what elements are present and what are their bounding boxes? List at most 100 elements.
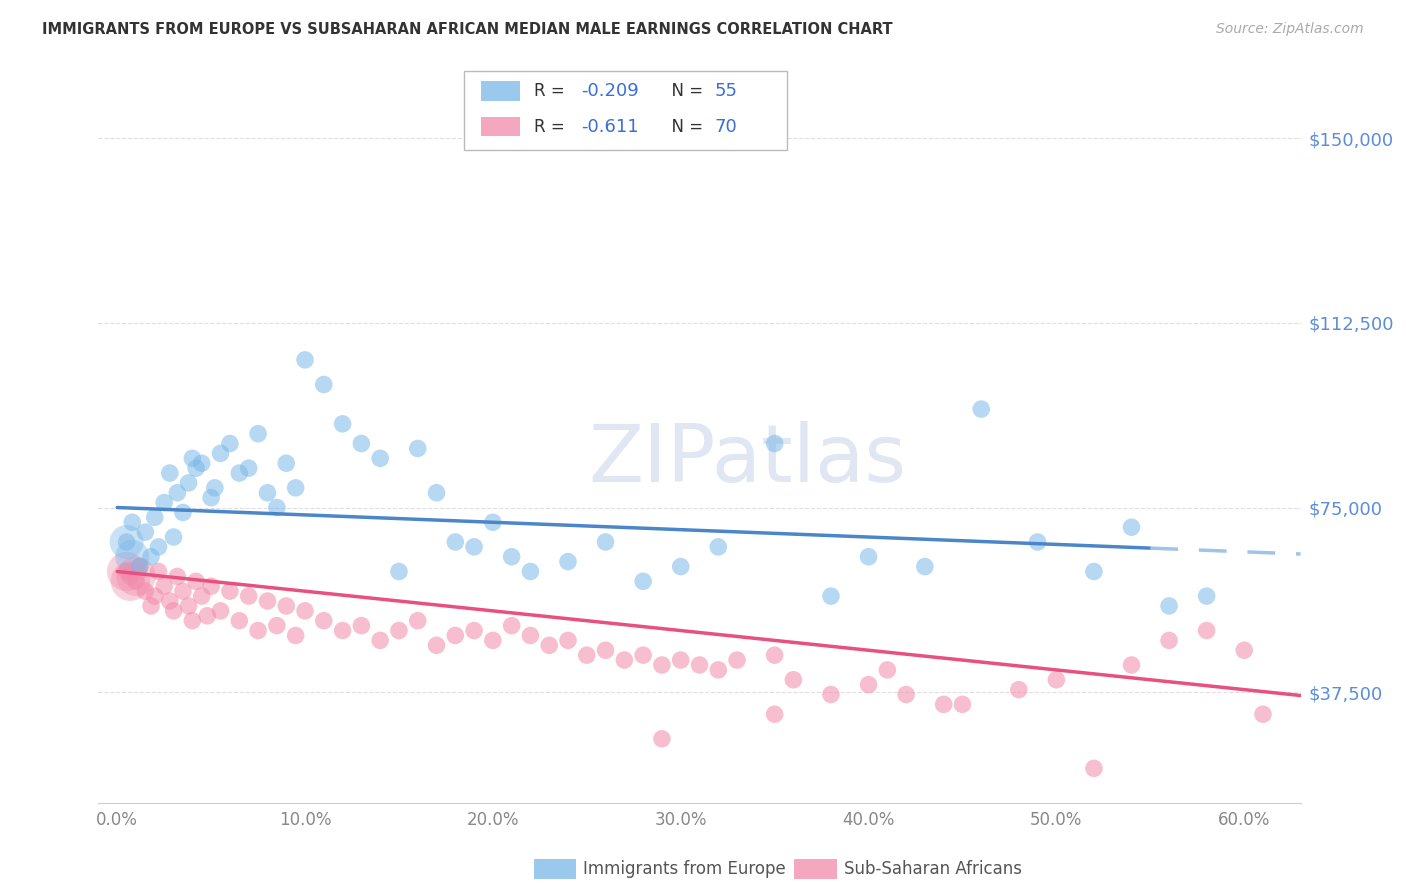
Point — [209, 446, 232, 460]
Point — [763, 436, 786, 450]
Point — [406, 442, 429, 456]
Point — [669, 559, 692, 574]
Point — [153, 495, 176, 509]
Point — [482, 516, 505, 530]
Point — [204, 481, 226, 495]
Point — [613, 653, 636, 667]
Point — [172, 505, 194, 519]
Point — [1195, 624, 1218, 638]
Text: Source: ZipAtlas.com: Source: ZipAtlas.com — [1216, 22, 1364, 37]
Point — [1195, 589, 1218, 603]
Point — [651, 658, 673, 673]
Point — [1121, 658, 1143, 673]
Point — [238, 461, 260, 475]
Point — [166, 485, 188, 500]
Point — [952, 698, 974, 712]
Point — [689, 658, 711, 673]
Point — [820, 688, 842, 702]
Point — [190, 589, 212, 603]
Point — [519, 565, 541, 579]
Point — [1008, 682, 1031, 697]
Point — [595, 535, 617, 549]
Text: Immigrants from Europe: Immigrants from Europe — [583, 860, 786, 878]
Point — [332, 624, 354, 638]
Text: -0.209: -0.209 — [581, 82, 638, 100]
Point — [350, 618, 373, 632]
Point — [148, 540, 170, 554]
Point — [444, 535, 467, 549]
Point — [876, 663, 898, 677]
Text: N =: N = — [661, 82, 709, 100]
Text: R =: R = — [534, 82, 571, 100]
Point — [159, 594, 181, 608]
Point — [332, 417, 354, 431]
Point — [631, 648, 654, 662]
Point — [631, 574, 654, 589]
Point — [162, 530, 184, 544]
Point — [425, 638, 447, 652]
Text: R =: R = — [534, 118, 571, 136]
Point — [1121, 520, 1143, 534]
Point — [120, 574, 142, 589]
Text: Sub-Saharan Africans: Sub-Saharan Africans — [844, 860, 1022, 878]
Point — [284, 481, 307, 495]
Point — [651, 731, 673, 746]
Point — [894, 688, 917, 702]
Point — [312, 377, 335, 392]
Point — [228, 466, 250, 480]
Point — [970, 402, 993, 417]
Point — [184, 574, 207, 589]
Point — [228, 614, 250, 628]
Point — [388, 565, 411, 579]
Point — [120, 569, 142, 583]
Point — [219, 436, 242, 450]
Text: N =: N = — [661, 118, 709, 136]
Point — [519, 628, 541, 642]
Point — [782, 673, 804, 687]
Point — [266, 500, 288, 515]
Point — [707, 540, 730, 554]
Point — [444, 628, 467, 642]
Text: 55: 55 — [714, 82, 737, 100]
Point — [1157, 599, 1180, 613]
Point — [914, 559, 936, 574]
Text: IMMIGRANTS FROM EUROPE VS SUBSAHARAN AFRICAN MEDIAN MALE EARNINGS CORRELATION CH: IMMIGRANTS FROM EUROPE VS SUBSAHARAN AFR… — [42, 22, 893, 37]
Point — [134, 584, 156, 599]
Point — [181, 614, 204, 628]
Point — [575, 648, 598, 662]
Point — [139, 549, 162, 564]
Point — [501, 618, 523, 632]
Point — [1083, 565, 1105, 579]
Point — [181, 451, 204, 466]
Point — [128, 559, 150, 574]
Point — [139, 599, 162, 613]
Point — [143, 589, 166, 603]
Point — [195, 608, 218, 623]
Point — [190, 456, 212, 470]
Point — [463, 624, 485, 638]
Point — [128, 559, 150, 574]
Point — [388, 624, 411, 638]
Point — [256, 594, 278, 608]
Point — [200, 579, 222, 593]
Point — [707, 663, 730, 677]
Point — [162, 604, 184, 618]
Point — [350, 436, 373, 450]
Point — [858, 678, 880, 692]
Point — [501, 549, 523, 564]
Point — [115, 535, 138, 549]
Point — [932, 698, 955, 712]
Point — [763, 648, 786, 662]
Point — [115, 565, 138, 579]
Point — [557, 633, 579, 648]
Point — [276, 599, 298, 613]
Point — [425, 485, 447, 500]
Point — [121, 549, 143, 564]
Point — [463, 540, 485, 554]
Point — [1083, 761, 1105, 775]
Point — [125, 574, 148, 589]
Point — [166, 569, 188, 583]
Point — [538, 638, 561, 652]
Text: 70: 70 — [714, 118, 737, 136]
Point — [669, 653, 692, 667]
